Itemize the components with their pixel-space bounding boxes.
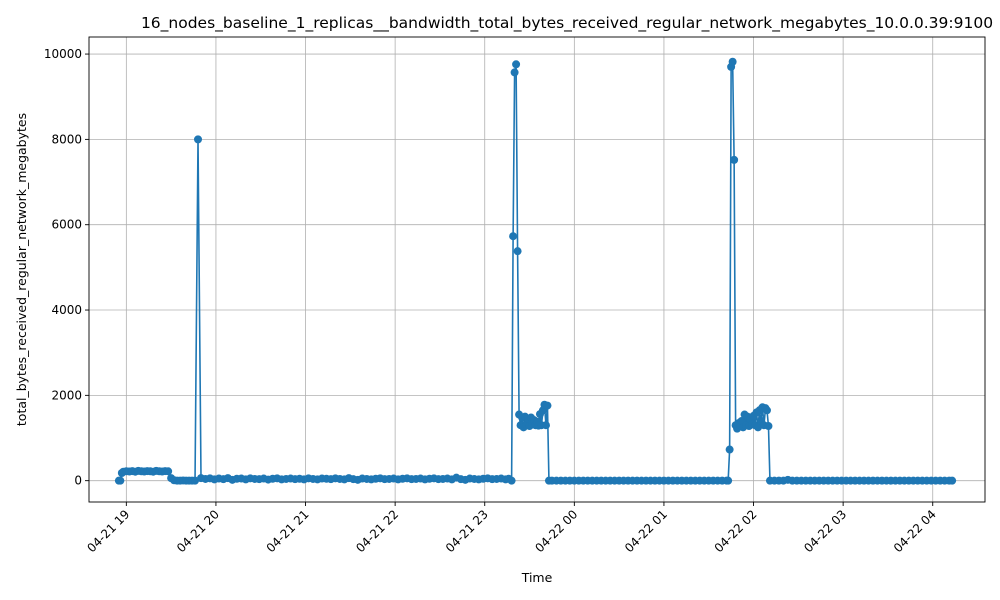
data-point	[764, 422, 773, 431]
data-point	[948, 476, 957, 485]
x-axis: 04-21 19 04-21 20 04-21 21 04-21 22 04-21 23…	[84, 502, 939, 555]
plot-frame	[88, 36, 986, 503]
x-tick-label: 04-21 21	[264, 507, 312, 555]
y-tick-label: 8000	[51, 132, 82, 146]
data-point	[164, 467, 173, 476]
x-tick-label: 04-22 03	[801, 507, 849, 555]
data-point	[191, 476, 200, 485]
y-tick-label: 10000	[44, 47, 82, 61]
y-tick-label: 4000	[51, 303, 82, 317]
x-tick-label: 04-22 04	[891, 507, 939, 555]
data-point	[725, 445, 734, 454]
y-axis-label: total_bytes_received_regular_network_meg…	[14, 113, 29, 426]
y-tick-label: 6000	[51, 218, 82, 232]
data-point	[116, 476, 125, 485]
y-tick-label: 2000	[51, 388, 82, 402]
data-point	[724, 476, 733, 485]
x-tick-label: 04-22 02	[712, 507, 760, 555]
data-point	[509, 232, 518, 241]
data-point	[762, 406, 771, 415]
series	[114, 57, 957, 485]
y-axis: 0 2000 4000 6000 8000 10000	[44, 47, 89, 488]
data-point	[730, 155, 739, 164]
x-axis-label: Time	[521, 570, 553, 585]
chart-title: 16_nodes_baseline_1_replicas__bandwidth_…	[141, 14, 993, 33]
x-tick-label: 04-22 00	[532, 507, 580, 555]
grid	[89, 37, 985, 502]
data-point	[512, 60, 521, 69]
data-point	[541, 421, 550, 430]
data-point	[513, 247, 522, 256]
x-tick-label: 04-22 01	[622, 507, 670, 555]
data-point	[728, 57, 737, 66]
data-point	[507, 476, 516, 485]
data-point	[194, 135, 203, 144]
data-point	[543, 401, 552, 410]
x-tick-label: 04-21 20	[174, 507, 222, 555]
data-point	[510, 68, 519, 77]
x-tick-label: 04-21 19	[84, 507, 132, 555]
x-tick-label: 04-21 22	[353, 507, 401, 555]
x-tick-label: 04-21 23	[443, 507, 491, 555]
y-tick-label: 0	[74, 474, 82, 488]
